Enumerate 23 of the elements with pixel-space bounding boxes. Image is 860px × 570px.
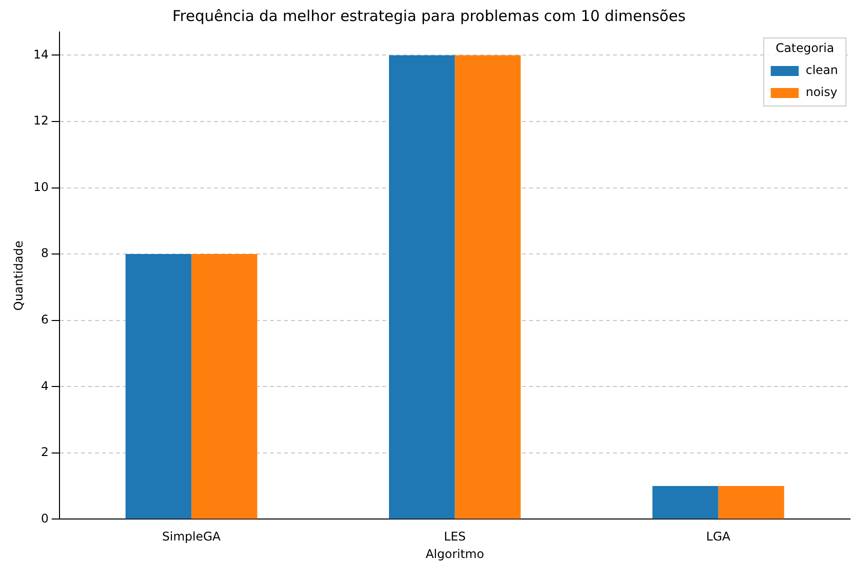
chart-title: Frequência da melhor estrategia para problemas com 10 dimensões (172, 6, 686, 25)
y-tick-label: 10 (33, 180, 49, 194)
y-axis-title: Quantidade (11, 240, 26, 311)
bar (388, 55, 455, 519)
x-axis-title: Algoritmo (426, 546, 484, 561)
legend-label: noisy (806, 85, 838, 100)
legend-label: clean (806, 63, 838, 78)
y-tick-label: 12 (33, 114, 49, 128)
bar (126, 254, 192, 519)
bar (191, 254, 258, 519)
x-tick-label: LGA (706, 530, 732, 544)
legend-title: Categoria (776, 41, 834, 56)
y-tick-label: 2 (41, 445, 49, 460)
bar (718, 486, 784, 519)
y-tick-label: 14 (33, 47, 49, 62)
x-tick-label: LES (444, 530, 466, 544)
bar (652, 486, 718, 519)
bar (454, 55, 521, 519)
y-tick-label: 0 (41, 511, 49, 526)
y-tick-label: 8 (41, 246, 49, 260)
y-tick-label: 4 (41, 378, 49, 393)
x-tick-label: SimpleGA (162, 530, 222, 544)
y-tick-label: 6 (41, 312, 49, 326)
